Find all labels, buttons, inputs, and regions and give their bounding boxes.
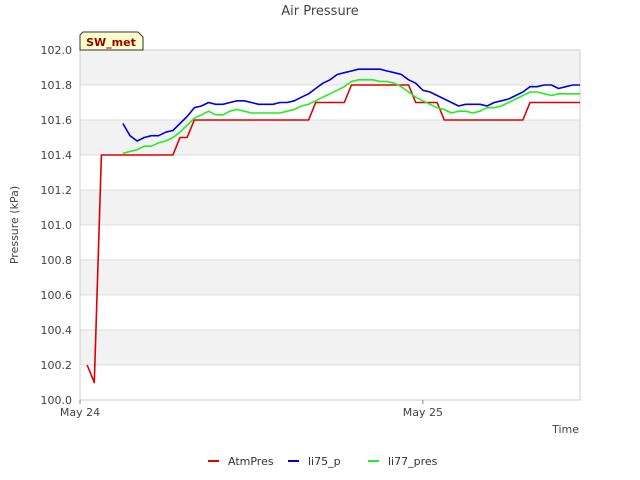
series-line-li77-pres xyxy=(122,79,580,155)
y-tick-label: 101.6 xyxy=(41,114,73,127)
background-band xyxy=(80,190,580,225)
y-tick-label: 100.4 xyxy=(41,324,73,337)
background-band xyxy=(80,120,580,155)
x-axis-label: Time xyxy=(551,423,579,436)
background-band xyxy=(80,330,580,365)
y-tick-label: 100.6 xyxy=(41,289,73,302)
chart-title: Air Pressure xyxy=(281,4,359,19)
y-tick-label: 101.2 xyxy=(41,184,73,197)
series-line-li75-p xyxy=(122,68,580,142)
site-label-badge xyxy=(79,31,144,51)
series-layer xyxy=(86,68,580,384)
site-label-box: SW_met xyxy=(79,31,144,51)
x-tick-label: May 25 xyxy=(403,406,443,419)
y-tick-label: 101.4 xyxy=(41,149,73,162)
x-tick-label: May 24 xyxy=(60,406,100,419)
background-bands xyxy=(80,50,580,365)
site-label-text: SW_met xyxy=(86,36,136,49)
plot-frame xyxy=(79,49,581,401)
legend-label-li77-pres: li77_pres xyxy=(388,455,438,468)
y-tick-label: 101.0 xyxy=(41,219,73,232)
y-tick-label: 102.0 xyxy=(41,44,73,57)
y-axis-label: Pressure (kPa) xyxy=(8,186,21,264)
x-axis-ticks: May 24 May 25 xyxy=(60,400,443,419)
y-axis-ticks: 100.0 100.2 100.4 100.6 100.8 101.0 101.2 101.4… xyxy=(41,44,73,407)
legend-label-atmpres: AtmPres xyxy=(228,455,274,468)
y-tick-label: 100.2 xyxy=(41,359,73,372)
legend: AtmPres li75_p li77_pres xyxy=(208,455,438,468)
background-band xyxy=(80,260,580,295)
series-line-atmpres xyxy=(86,84,580,384)
y-tick-label: 100.0 xyxy=(41,394,73,407)
y-tick-label: 101.8 xyxy=(41,79,73,92)
legend-label-li75-p: li75_p xyxy=(308,455,341,468)
y-tick-label: 100.8 xyxy=(41,254,73,267)
